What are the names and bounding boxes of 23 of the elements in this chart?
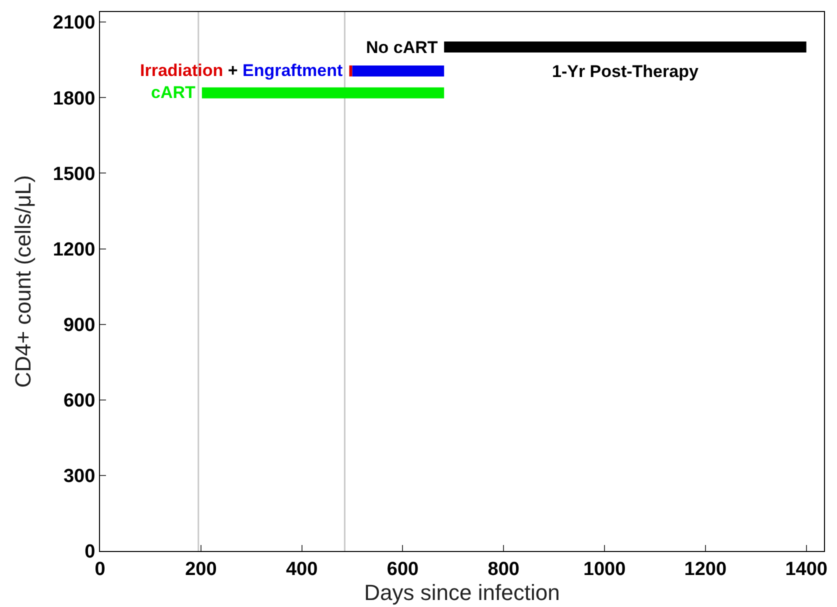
y-tick-label: 300 <box>63 466 96 488</box>
x-tick-label: 1400 <box>785 558 828 580</box>
annotation: + <box>223 61 242 80</box>
x-tick-label: 800 <box>488 558 520 580</box>
text: Irradiation <box>140 61 224 80</box>
y-tick-label: 600 <box>63 390 96 412</box>
x-tick-label: 1000 <box>583 558 626 580</box>
x-axis-title: Days since infection <box>364 580 560 605</box>
y-tick-label: 0 <box>84 542 96 563</box>
annotation: 1-Yr Post-Therapy <box>552 62 699 81</box>
y-axis-title: CD4+ count (cells/μL) <box>10 175 36 388</box>
x-tick-label: 200 <box>185 558 217 580</box>
y-tick-label: 900 <box>63 314 96 336</box>
series-label: cART <box>151 83 196 102</box>
x-tick-label: 600 <box>386 558 419 580</box>
y-tick-label: 1200 <box>52 239 96 260</box>
y-tick-label: 1800 <box>52 88 96 110</box>
y-tick-label: 2100 <box>52 12 96 34</box>
x-tick-label: 400 <box>286 558 318 580</box>
x-tick-label: 1200 <box>684 558 727 580</box>
series-label: No cART <box>366 38 438 57</box>
y-tick-label: 1500 <box>52 164 96 185</box>
series-label: Engraftment <box>242 61 343 80</box>
